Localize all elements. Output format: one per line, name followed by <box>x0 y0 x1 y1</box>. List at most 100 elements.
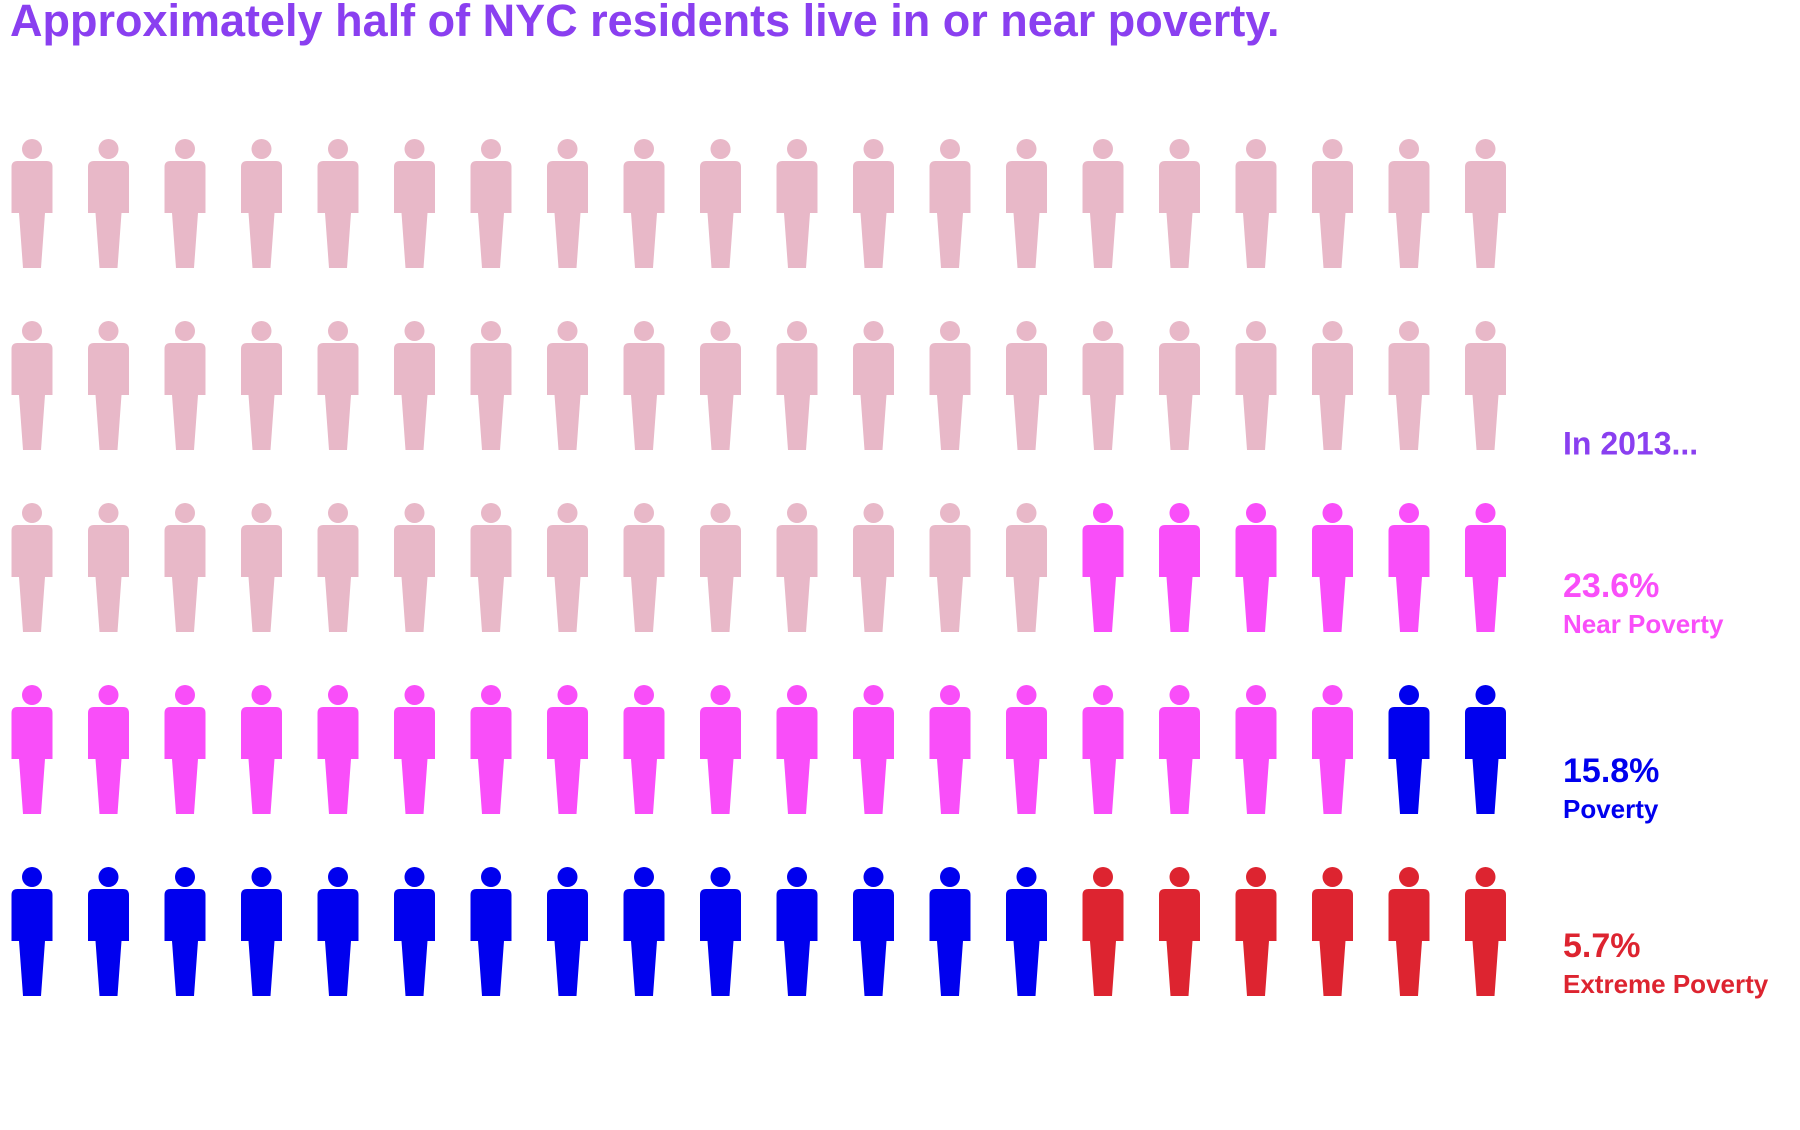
icon-body <box>88 161 129 268</box>
icon-head <box>328 503 348 523</box>
icon-head <box>1322 867 1343 887</box>
icon-head <box>404 685 425 705</box>
person-icon <box>1465 867 1506 996</box>
icon-body <box>11 525 53 632</box>
icon-body <box>1465 343 1506 450</box>
icon-body <box>317 525 359 632</box>
icon-body <box>623 889 665 996</box>
base-person-icon <box>776 503 818 632</box>
value-label: 5.7% <box>1563 927 1641 965</box>
icon-body <box>547 343 588 450</box>
icon-body <box>776 525 818 632</box>
base-person-icon <box>776 139 818 268</box>
icon-body <box>164 161 206 268</box>
icon-body <box>1312 707 1353 814</box>
person-icon <box>1388 685 1430 814</box>
icon-body <box>1312 343 1353 450</box>
base-person-icon <box>1082 139 1124 268</box>
icon-body <box>470 525 512 632</box>
icon-head <box>1093 685 1113 705</box>
icon-head <box>98 685 119 705</box>
icon-body <box>164 525 206 632</box>
person-icon <box>11 867 53 996</box>
icon-body <box>88 889 129 996</box>
base-person-icon <box>317 503 359 632</box>
base-person-icon <box>1235 321 1277 450</box>
icon-head <box>328 685 348 705</box>
base-person-icon <box>317 139 359 268</box>
person-icon <box>164 867 206 996</box>
icon-head <box>1246 503 1266 523</box>
icon-head <box>1475 321 1496 341</box>
chart-title: Approximately half of NYC residents live… <box>10 0 1280 46</box>
person-icon <box>1388 867 1430 996</box>
icon-body <box>164 889 206 996</box>
icon-body <box>1235 343 1277 450</box>
icon-body <box>929 161 971 268</box>
person-icon <box>1006 867 1047 996</box>
icon-body <box>1082 161 1124 268</box>
icon-body <box>1465 161 1506 268</box>
icon-head <box>251 321 272 341</box>
icon-body <box>88 525 129 632</box>
icon-head <box>1322 321 1343 341</box>
icon-head <box>1399 503 1419 523</box>
icon-head <box>1016 867 1037 887</box>
icon-body <box>1159 161 1200 268</box>
icon-head <box>634 503 654 523</box>
icon-head <box>1475 139 1496 159</box>
base-person-icon <box>241 139 282 268</box>
base-person-icon <box>11 139 53 268</box>
icon-head <box>940 503 960 523</box>
base-person-icon <box>394 503 435 632</box>
person-icon <box>241 867 282 996</box>
icon-head <box>98 321 119 341</box>
base-person-icon <box>394 321 435 450</box>
icon-head <box>1169 321 1190 341</box>
person-icon <box>623 685 665 814</box>
base-person-icon <box>853 321 894 450</box>
icon-body <box>11 707 53 814</box>
icon-head <box>481 321 501 341</box>
icon-body <box>1388 343 1430 450</box>
icon-head <box>481 867 501 887</box>
icon-head <box>251 503 272 523</box>
base-person-icon <box>394 139 435 268</box>
value-label: 15.8% <box>1563 752 1659 790</box>
person-icon <box>1082 685 1124 814</box>
person-icon <box>1082 503 1124 632</box>
icon-body <box>547 889 588 996</box>
base-person-icon <box>853 503 894 632</box>
base-person-icon <box>547 503 588 632</box>
person-icon <box>394 867 435 996</box>
icon-body <box>1235 889 1277 996</box>
base-person-icon <box>88 503 129 632</box>
base-person-icon <box>1312 321 1353 450</box>
icon-head <box>1246 867 1266 887</box>
icon-body <box>164 707 206 814</box>
base-person-icon <box>1312 139 1353 268</box>
person-icon <box>1235 867 1277 996</box>
base-person-icon <box>700 139 741 268</box>
person-icon <box>623 867 665 996</box>
icon-body <box>470 161 512 268</box>
icon-head <box>251 685 272 705</box>
base-person-icon <box>1465 139 1506 268</box>
icon-head <box>1399 867 1419 887</box>
icon-body <box>929 343 971 450</box>
icon-body <box>623 343 665 450</box>
icon-body <box>241 525 282 632</box>
icon-body <box>1006 525 1047 632</box>
person-icon <box>11 685 53 814</box>
icon-head <box>1399 139 1419 159</box>
person-icon <box>853 867 894 996</box>
icon-head <box>404 503 425 523</box>
base-person-icon <box>164 321 206 450</box>
person-icon <box>317 685 359 814</box>
icon-body <box>1388 889 1430 996</box>
icon-body <box>11 161 53 268</box>
base-person-icon <box>1465 321 1506 450</box>
icon-head <box>22 139 42 159</box>
icon-head <box>328 321 348 341</box>
icon-body <box>394 525 435 632</box>
